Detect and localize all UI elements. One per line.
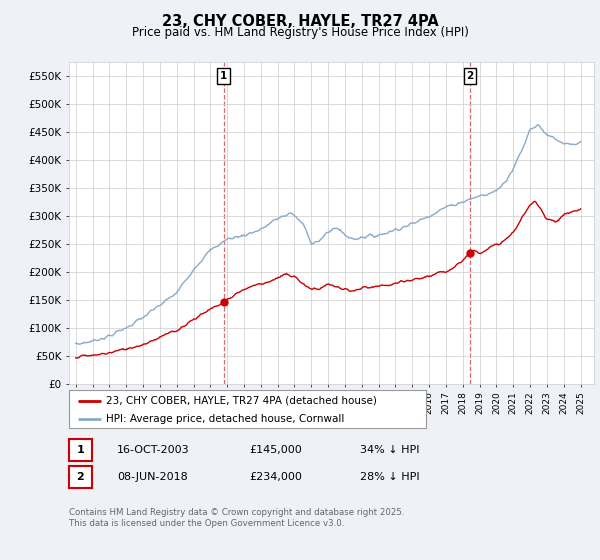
Text: 2: 2	[77, 472, 84, 482]
Text: HPI: Average price, detached house, Cornwall: HPI: Average price, detached house, Corn…	[106, 414, 345, 424]
Text: Price paid vs. HM Land Registry's House Price Index (HPI): Price paid vs. HM Land Registry's House …	[131, 26, 469, 39]
Text: 23, CHY COBER, HAYLE, TR27 4PA: 23, CHY COBER, HAYLE, TR27 4PA	[161, 14, 439, 29]
Text: 28% ↓ HPI: 28% ↓ HPI	[360, 472, 419, 482]
Text: £145,000: £145,000	[249, 445, 302, 455]
Text: Contains HM Land Registry data © Crown copyright and database right 2025.
This d: Contains HM Land Registry data © Crown c…	[69, 508, 404, 528]
Text: 16-OCT-2003: 16-OCT-2003	[117, 445, 190, 455]
Text: 1: 1	[220, 71, 227, 81]
Text: £234,000: £234,000	[249, 472, 302, 482]
Text: 34% ↓ HPI: 34% ↓ HPI	[360, 445, 419, 455]
Text: 1: 1	[77, 445, 84, 455]
Text: 23, CHY COBER, HAYLE, TR27 4PA (detached house): 23, CHY COBER, HAYLE, TR27 4PA (detached…	[106, 395, 377, 405]
Text: 08-JUN-2018: 08-JUN-2018	[117, 472, 188, 482]
Text: 2: 2	[467, 71, 474, 81]
